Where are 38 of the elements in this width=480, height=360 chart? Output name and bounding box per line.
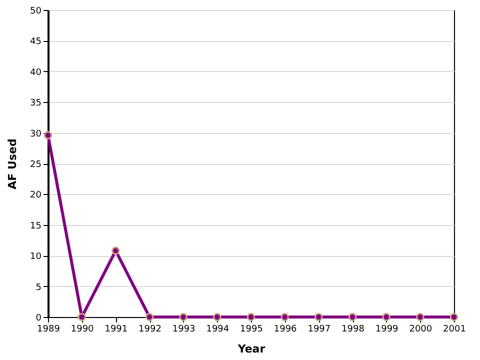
y-tick-label: 10 xyxy=(30,252,42,262)
point xyxy=(78,312,86,322)
point xyxy=(280,312,289,322)
point xyxy=(179,312,188,322)
y-tick-label: 15 xyxy=(30,221,42,232)
y-tick-label: 0 xyxy=(36,314,42,324)
point xyxy=(314,312,323,322)
point xyxy=(112,246,120,255)
x-tick-label: 1997 xyxy=(308,324,331,334)
y-axis-title: AF Used xyxy=(6,138,20,190)
point xyxy=(145,312,154,322)
x-tick-label: 1998 xyxy=(342,324,365,334)
x-tick-label: 1993 xyxy=(172,324,196,334)
y-tick-label: 30 xyxy=(30,129,42,140)
y-tick-label: 45 xyxy=(30,37,42,48)
point xyxy=(416,312,424,322)
point xyxy=(348,312,357,322)
x-tick-label: 1991 xyxy=(104,324,128,334)
x-axis-title: Year xyxy=(236,342,266,356)
x-tick-label: 1994 xyxy=(206,324,230,334)
x-tick-label: 1995 xyxy=(240,324,263,334)
y-tick-label: 20 xyxy=(30,190,42,201)
x-tick-label: 1999 xyxy=(375,324,399,334)
y-tick-label: 5 xyxy=(36,282,42,293)
x-tick-label: 2001 xyxy=(443,324,466,334)
x-tick-label: 1996 xyxy=(274,324,298,334)
x-tick-label: 1989 xyxy=(37,324,60,334)
point xyxy=(382,312,390,322)
y-tick-label: 40 xyxy=(30,68,42,78)
x-tick-label: 2000 xyxy=(409,324,432,334)
y-tick-label: 50 xyxy=(30,6,42,16)
point xyxy=(213,312,222,322)
x-tick-label: 1990 xyxy=(70,324,94,334)
x-tick-label: 1992 xyxy=(138,324,162,334)
point xyxy=(44,131,52,140)
y-tick-label: 35 xyxy=(30,98,42,109)
point xyxy=(246,312,256,322)
y-tick-label: 25 xyxy=(30,160,42,170)
